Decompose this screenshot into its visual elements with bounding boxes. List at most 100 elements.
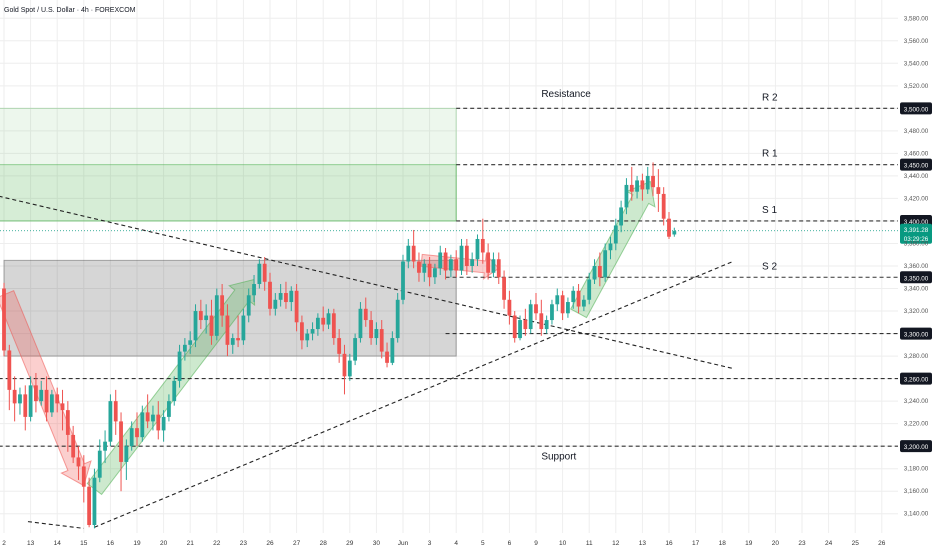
trend-line: [27, 521, 84, 529]
zone-green: [0, 164, 457, 222]
level-name: R 1: [762, 149, 778, 160]
candle-body: [613, 225, 618, 244]
candle-body: [60, 403, 65, 411]
level-price-tag: [900, 158, 932, 171]
y-tick-label: 3,240.00: [904, 398, 929, 405]
candle-body: [65, 410, 70, 435]
candle-body: [651, 175, 655, 188]
candle-body: [321, 317, 326, 325]
last-price-tag: [900, 223, 932, 244]
candle-body: [592, 266, 597, 280]
candle-body: [395, 299, 400, 339]
candle-body: [555, 295, 560, 305]
x-tick-label: 14: [54, 540, 62, 547]
candle-body: [502, 277, 506, 300]
level-price-label: 3,400.00: [904, 219, 929, 226]
x-tick-label: 30: [373, 540, 381, 547]
candle-body: [629, 184, 634, 192]
y-tick-label: 3,480.00: [904, 128, 929, 135]
x-tick-label: 4: [454, 540, 458, 547]
candle-body: [177, 351, 182, 381]
x-tick-label: 20: [772, 540, 780, 547]
candle-body: [151, 414, 155, 422]
zones: [0, 107, 457, 357]
candle-body: [294, 290, 299, 323]
x-tick-label: 19: [745, 540, 753, 547]
candle-body: [374, 329, 379, 339]
candle-body: [385, 351, 389, 363]
candle-body: [81, 466, 86, 487]
candle-body: [523, 320, 528, 330]
candle-body: [507, 299, 512, 316]
y-tick-label: 3,520.00: [904, 83, 929, 90]
x-tick-label: 23: [240, 540, 248, 547]
candle-body: [347, 360, 352, 377]
x-tick-label: 18: [719, 540, 727, 547]
candle-body: [145, 412, 150, 422]
candle-body: [603, 250, 608, 278]
level-name: S 1: [762, 205, 777, 216]
candle-body: [23, 394, 28, 417]
price-axis[interactable]: 3,500.00 3,450.00 3,400.00 3,350.00 3,300.00…: [900, 15, 932, 518]
last-price-label: 3,391.28: [904, 227, 929, 234]
candle-body: [204, 315, 209, 321]
candle-body: [475, 238, 480, 260]
y-tick-label: 3,380.00: [904, 240, 929, 247]
candle-body: [534, 304, 538, 314]
x-tick-label: 28: [320, 540, 328, 547]
candle-body: [528, 304, 533, 330]
candle-body: [193, 311, 198, 341]
x-tick-label: 15: [80, 540, 88, 547]
x-tick-label: 21: [187, 540, 195, 547]
x-tick-label: 9: [534, 540, 538, 547]
candle-body: [411, 245, 416, 262]
candle-body: [379, 329, 384, 352]
x-tick-label: 24: [825, 540, 833, 547]
candle-body: [7, 350, 12, 390]
candle-body: [342, 353, 347, 377]
candle-body: [315, 317, 320, 330]
candle-body: [619, 207, 624, 226]
candles: [2, 162, 677, 529]
candle-body: [236, 338, 240, 341]
candle-body: [44, 389, 49, 413]
candle-body: [310, 329, 315, 334]
symbol-title: Gold Spot / U.S. Dollar · 4h · FOREXCOM: [4, 7, 136, 14]
candle-body: [337, 338, 342, 354]
candle-body: [331, 313, 336, 339]
candle-body: [103, 441, 107, 451]
candle-body: [300, 322, 304, 341]
candle-body: [49, 394, 54, 413]
x-tick-label: 17: [692, 540, 700, 547]
candle-body: [326, 313, 331, 325]
x-tick-label: 10: [559, 540, 567, 547]
candle-body: [470, 259, 475, 266]
candle-body: [544, 320, 549, 330]
candle-body: [278, 293, 283, 300]
candle-body: [140, 412, 145, 438]
trend-lines: [0, 195, 734, 529]
time-axis[interactable]: 2 13 14 15 16 19 20 21 22 23 26 27 28 29 30 Jun 3 4 5 6 9 10 1…: [2, 540, 886, 547]
x-tick-label: Jun: [398, 540, 409, 547]
candle-body: [198, 311, 203, 321]
level-price-label: 3,500.00: [904, 106, 929, 113]
candle-body: [129, 428, 134, 447]
x-tick-label: 13: [639, 540, 647, 547]
candle-body: [363, 308, 368, 321]
candle-body: [262, 263, 267, 282]
x-tick-label: 25: [852, 540, 860, 547]
level-price-tag: [900, 102, 932, 115]
candle-body: [241, 315, 246, 341]
x-tick-label: 16: [665, 540, 673, 547]
candle-body: [438, 252, 443, 269]
trend-line: [94, 260, 734, 528]
candle-body: [454, 259, 459, 271]
candle-body: [161, 416, 166, 431]
level-names: R 2 R 1 S 1 S 2 Resistance Support: [541, 89, 778, 463]
x-tick-label: 26: [878, 540, 886, 547]
level-price-label: 3,450.00: [904, 163, 929, 170]
candle-body: [566, 302, 570, 314]
x-tick-label: 26: [266, 540, 274, 547]
x-tick-label: 29: [346, 540, 354, 547]
